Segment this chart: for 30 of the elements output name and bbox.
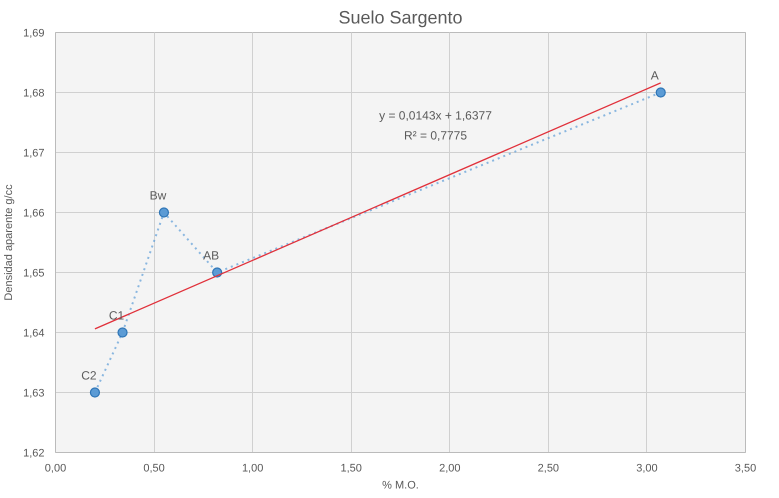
x-tick-label: 1,50 <box>340 462 362 474</box>
annotation: AB <box>203 248 220 262</box>
x-tick-label: 3,50 <box>734 462 756 474</box>
x-tick-label: 1,00 <box>242 462 264 474</box>
y-tick-label: 1,68 <box>23 88 45 100</box>
y-tick-label: 1,67 <box>23 148 45 160</box>
y-tick-label: 1,62 <box>23 448 45 460</box>
y-axis-title: Densidad aparente g/cc <box>3 184 16 301</box>
x-axis-title: % M.O. <box>382 480 419 492</box>
chart-title: Suelo Sargento <box>338 8 463 28</box>
y-tick-label: 1,64 <box>23 328 45 340</box>
x-tick-label: 2,50 <box>538 462 560 474</box>
point <box>117 327 128 338</box>
annotation: Bw <box>150 188 167 202</box>
x-tick-label: 2,00 <box>439 462 461 474</box>
annotation: C1 <box>108 308 125 322</box>
point <box>158 207 170 218</box>
x-tick-label: 0,00 <box>44 462 66 474</box>
y-tick-label: 1,69 <box>23 28 45 40</box>
point <box>90 387 100 398</box>
annotation: C2 <box>81 368 97 382</box>
y-tick-label: 1,66 <box>23 208 45 220</box>
x-tick-label: 3,00 <box>636 462 658 474</box>
annotation: R² = 0,7775 <box>404 128 468 142</box>
annotation: A <box>650 68 659 82</box>
annotation: y = 0,0143x + 1,6377 <box>379 108 492 122</box>
x-tick-label: 0,50 <box>143 462 165 474</box>
point <box>656 87 666 98</box>
y-tick-label: 1,65 <box>23 268 45 280</box>
y-tick-label: 1,63 <box>23 388 45 400</box>
